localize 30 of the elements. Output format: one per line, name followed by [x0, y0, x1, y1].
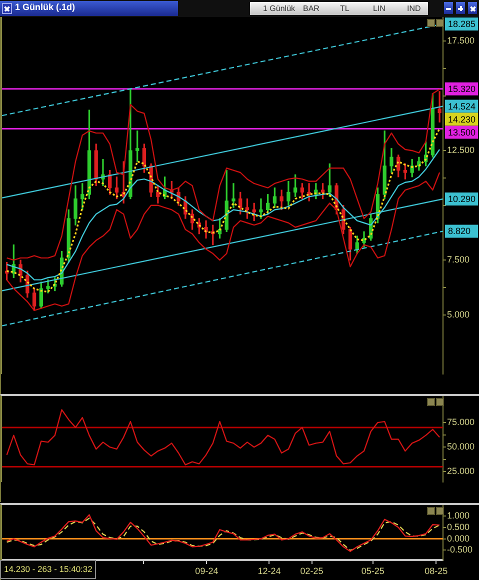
- y-tick-label: 7.500: [447, 254, 470, 265]
- annotation: 14.230: [448, 114, 476, 124]
- y-tick-label: 0.000: [447, 533, 470, 544]
- text: 1 Günlük: [263, 3, 296, 14]
- y-tick-label: 17.500: [447, 36, 475, 46]
- ref-line-label: 15.320: [448, 84, 476, 94]
- text: TL: [340, 3, 350, 14]
- text: BAR: [303, 3, 320, 14]
- y-tick-label: 0.500: [447, 522, 470, 532]
- y-tick-label: 50.000: [447, 442, 475, 452]
- data-label: 18.285: [448, 18, 476, 29]
- y-tick-label: 1.000: [447, 510, 470, 520]
- y-tick-label: 25.000: [447, 466, 475, 476]
- x-tick-label: 12-24: [258, 566, 281, 576]
- chart-title: 1 Günlük (.1d): [15, 2, 76, 13]
- x-tick-label: 08-25: [424, 566, 448, 576]
- x-tick-label: 02-25: [300, 566, 324, 576]
- data-label: 8.820: [448, 226, 471, 236]
- y-tick-label: -0.500: [447, 544, 473, 555]
- ref-line-label: 13.500: [448, 127, 476, 138]
- data-label: 10.290: [448, 194, 476, 204]
- data-label: 14.524: [448, 101, 476, 112]
- y-tick-label: 5.000: [447, 309, 470, 320]
- x-tick-label: 05-25: [361, 566, 384, 576]
- text: LIN: [373, 3, 386, 14]
- y-tick-label: 75.000: [447, 417, 475, 428]
- text: 14.230 - 263 - 15:40:32: [0, 560, 96, 579]
- x-tick-label: 09-24: [195, 566, 218, 576]
- text: IND: [407, 3, 421, 14]
- y-tick-label: 12.500: [447, 145, 475, 156]
